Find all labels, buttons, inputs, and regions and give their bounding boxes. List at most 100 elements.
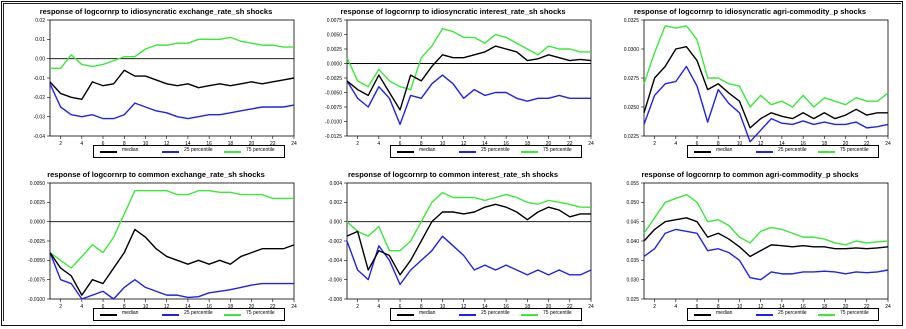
x-tick-label: 24 xyxy=(291,141,297,147)
x-tick-label: 22 xyxy=(567,141,573,147)
x-tick-label: 6 xyxy=(102,141,105,147)
x-tick-label: 2 xyxy=(356,304,359,310)
x-tick-label: 14 xyxy=(482,141,488,147)
y-tick-label: 0.02 xyxy=(35,18,45,24)
legend-label: 25 percentile xyxy=(184,310,213,316)
y-tick-label: -0.0075 xyxy=(28,277,45,283)
y-tick-label: 0.0000 xyxy=(327,61,343,67)
x-tick-label: 16 xyxy=(800,141,806,147)
y-tick-label: 0.035 xyxy=(626,258,639,264)
plot-area xyxy=(643,19,889,137)
x-tick-label: 12 xyxy=(758,141,764,147)
y-tick-label: -0.006 xyxy=(328,277,342,283)
plot-area xyxy=(643,182,889,300)
line-chart-2: -0.0125 -0.0100 -0.0075 -0.0050 -0.0025 0.000… xyxy=(325,18,594,147)
legend-swatch xyxy=(459,151,476,153)
line-chart-4: -0.0100 -0.0075 -0.0050 -0.0025 0.0000 0.0025… xyxy=(28,181,297,310)
chart-title: response of logcornrp to idiosyncratic i… xyxy=(340,7,566,16)
x-tick-label: 16 xyxy=(800,304,806,310)
legend-swatch xyxy=(694,314,711,316)
legend-swatch xyxy=(818,314,835,316)
series-line-p75 xyxy=(49,190,294,269)
x-tick-label: 6 xyxy=(399,141,402,147)
x-tick-label: 4 xyxy=(377,304,380,310)
y-tick-label: 0.025 xyxy=(626,297,639,303)
plot-area xyxy=(49,182,295,300)
x-tick-label: 4 xyxy=(674,141,677,147)
frame-top-rule xyxy=(3,3,901,4)
legend-label: median xyxy=(419,310,436,316)
x-tick-label: 16 xyxy=(206,304,212,310)
x-tick-label: 8 xyxy=(123,304,126,310)
x-tick-label: 20 xyxy=(843,304,849,310)
legend-label: 75 percentile xyxy=(840,310,869,316)
y-tick-label: 0.050 xyxy=(626,200,639,206)
series-line-p25 xyxy=(49,83,295,120)
x-tick-label: 8 xyxy=(420,304,423,310)
legend-label: 75 percentile xyxy=(543,310,572,316)
chart-panel-3: response of logcornrp to idiosyncratic a… xyxy=(602,5,898,163)
chart-panel-2: response of logcornrp to idiosyncratic i… xyxy=(305,5,601,163)
x-tick-label: 6 xyxy=(696,304,699,310)
y-tick-label: -0.0075 xyxy=(325,105,342,111)
legend-swatch xyxy=(459,314,476,316)
x-tick-label: 18 xyxy=(525,141,531,147)
legend-swatch xyxy=(521,314,538,316)
y-tick-label: 0.0050 xyxy=(327,32,343,38)
y-tick-label: 0.0025 xyxy=(327,47,343,53)
legend-label: 75 percentile xyxy=(840,147,869,153)
y-tick-label: 0.0275 xyxy=(624,76,640,82)
x-tick-label: 20 xyxy=(546,141,552,147)
legend-label: 25 percentile xyxy=(481,310,510,316)
chart-panel-6: response of logcornrp to common agri-com… xyxy=(602,168,898,326)
x-tick-label: 22 xyxy=(864,141,870,147)
y-tick-label: 0.0300 xyxy=(624,47,640,53)
x-tick-label: 4 xyxy=(80,141,83,147)
chart-title: response of logcornrp to common exchange… xyxy=(47,170,265,179)
y-tick-label: -0.0100 xyxy=(28,297,45,303)
legend-label: 25 percentile xyxy=(778,147,807,153)
series-line-p25 xyxy=(346,235,592,286)
series-line-median xyxy=(643,45,888,129)
x-tick-label: 14 xyxy=(779,141,785,147)
y-tick-label: -0.0050 xyxy=(28,258,45,264)
y-tick-label: -0.04 xyxy=(34,134,46,140)
x-tick-label: 10 xyxy=(143,141,149,147)
chart-title: response of logcornrp to idiosyncratic e… xyxy=(39,7,273,16)
y-tick-label: 0.040 xyxy=(626,239,639,245)
y-tick-label: -0.0025 xyxy=(28,239,45,245)
x-tick-label: 8 xyxy=(717,141,720,147)
chart-panel-4: response of logcornrp to common exchange… xyxy=(8,168,304,326)
x-tick-label: 16 xyxy=(206,141,212,147)
x-tick-label: 12 xyxy=(758,304,764,310)
y-tick-label: -0.0100 xyxy=(325,119,342,125)
y-tick-label: -0.002 xyxy=(328,239,342,245)
x-tick-label: 12 xyxy=(461,304,467,310)
y-tick-label: 0.00 xyxy=(35,56,45,62)
series-line-p25 xyxy=(643,228,889,281)
y-tick-label: -0.01 xyxy=(34,76,46,82)
legend-label: median xyxy=(122,147,139,153)
series-line-p25 xyxy=(346,74,591,126)
x-tick-label: 2 xyxy=(59,141,62,147)
chart-legend: median 25 percentile 75 percentile xyxy=(93,145,285,158)
legend-label: 75 percentile xyxy=(246,147,275,153)
y-tick-label: 0.0225 xyxy=(624,134,640,140)
y-tick-label: 0.0250 xyxy=(624,105,640,111)
legend-swatch xyxy=(521,151,538,153)
x-tick-label: 12 xyxy=(164,141,170,147)
x-tick-label: 10 xyxy=(440,304,446,310)
legend-label: median xyxy=(122,310,139,316)
plot-area xyxy=(49,19,295,137)
x-tick-label: 4 xyxy=(674,304,677,310)
x-tick-label: 24 xyxy=(885,304,891,310)
x-tick-label: 14 xyxy=(185,304,191,310)
series-line-median xyxy=(346,45,592,111)
chart-panel-5: response of logcornrp to common interest… xyxy=(305,168,601,326)
x-tick-label: 20 xyxy=(249,141,255,147)
series-line-p25 xyxy=(643,65,889,143)
x-tick-label: 4 xyxy=(377,141,380,147)
chart-legend: median 25 percentile 75 percentile xyxy=(687,308,879,321)
